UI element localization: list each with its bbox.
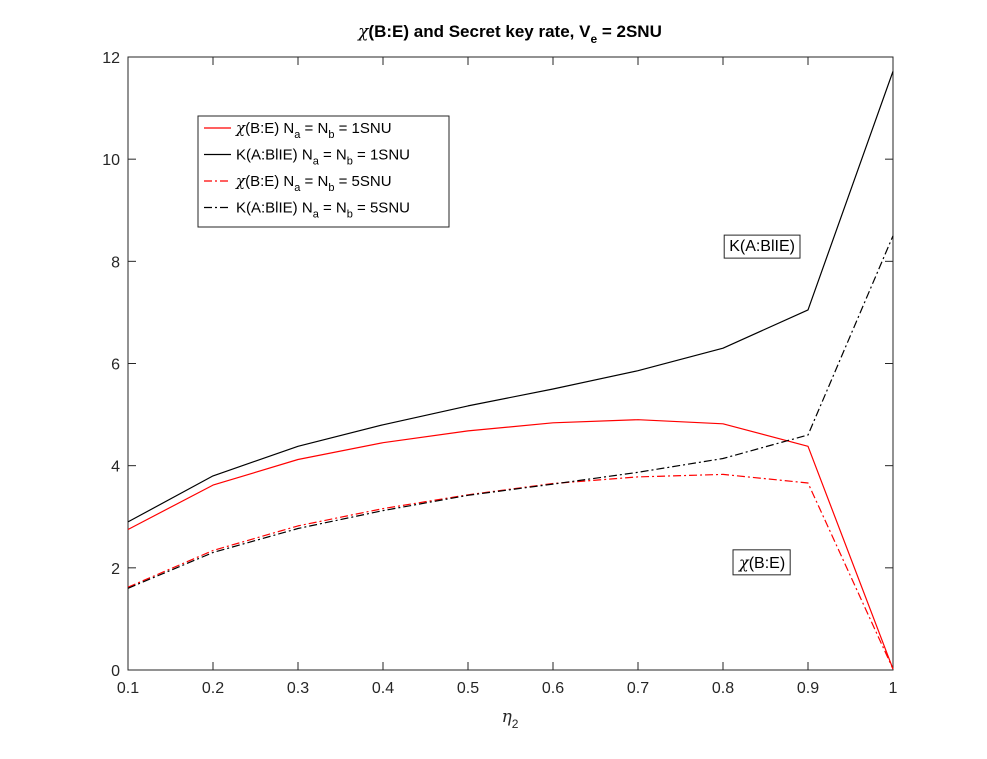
y-tick-label: 8 [111, 254, 120, 271]
legend-entry: χ(B:E) Na = Nb = 5SNU [235, 172, 392, 194]
y-tick-label: 6 [111, 357, 120, 374]
x-tick-label: 0.2 [202, 680, 224, 697]
x-tick-label: 0.1 [117, 680, 139, 697]
y-tick-label: 4 [111, 459, 120, 476]
annotation: χ(B:E) [732, 549, 791, 576]
annotation-text: K(A:BlIE) [729, 238, 795, 255]
legend-entry: K(A:BlIE) Na = Nb = 1SNU [236, 147, 410, 168]
series-line-2 [127, 71, 894, 523]
x-tick-label: 0.4 [372, 680, 394, 697]
x-tick-label: 0.7 [627, 680, 649, 697]
x-tick-label: 0.6 [542, 680, 564, 697]
x-tick-label: 1 [889, 680, 898, 697]
x-tick-label: 0.3 [287, 680, 309, 697]
y-tick-label: 10 [102, 152, 120, 169]
x-tick-label: 0.9 [797, 680, 819, 697]
x-axis-label: η2 [502, 707, 519, 731]
y-tick-label: 0 [111, 663, 120, 680]
legend-entry: K(A:BlIE) Na = Nb = 5SNU [236, 200, 410, 221]
x-tick-label: 0.5 [457, 680, 479, 697]
legend-box [197, 115, 450, 228]
series-line-1 [127, 419, 894, 670]
legend-entry: χ(B:E) Na = Nb = 1SNU [235, 119, 392, 141]
x-tick-label: 0.8 [712, 680, 734, 697]
annotation: K(A:BlIE) [723, 234, 801, 259]
y-tick-label: 2 [111, 561, 120, 578]
annotations: K(A:BlIE) χ(B:E) [723, 234, 801, 576]
y-tick-label: 12 [102, 50, 120, 67]
chart-title: χ(B:E) and Secret key rate, Ve = 2SNU [357, 22, 662, 46]
series-line-4 [127, 235, 894, 589]
annotation-text: χ(B:E) [738, 553, 785, 572]
series-lines [127, 71, 894, 670]
annotation-box [723, 234, 801, 259]
legend: χ(B:E) Na = Nb = 1SNU K(A:BlIE) Na = Nb =… [197, 115, 450, 228]
annotation-box [732, 549, 791, 576]
